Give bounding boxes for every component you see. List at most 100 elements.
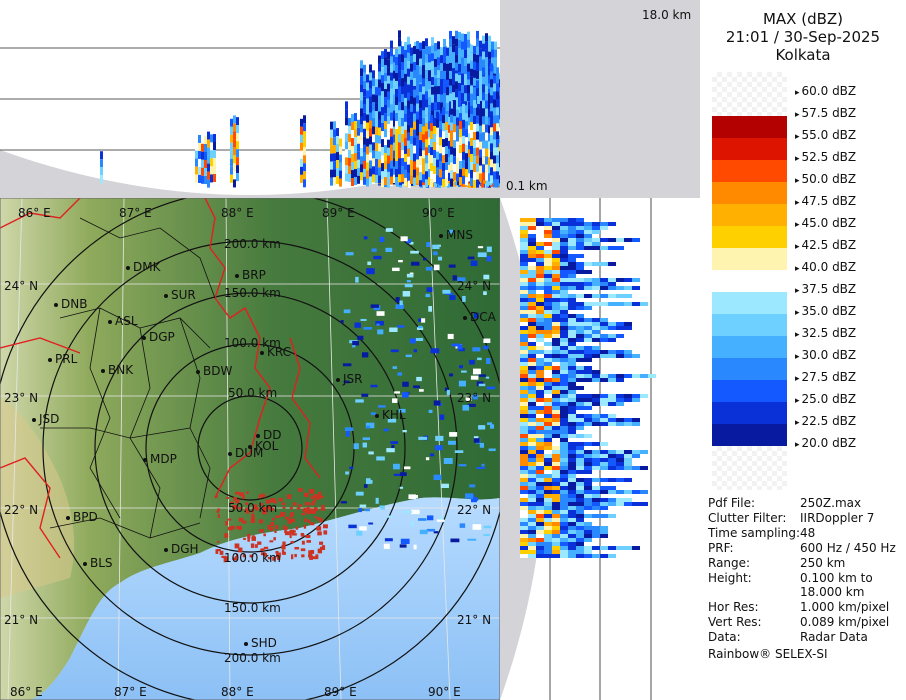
info-value: 250 km bbox=[800, 556, 846, 570]
side-projection-chart bbox=[500, 198, 656, 700]
station-label[interactable]: BLS bbox=[90, 556, 113, 570]
info-key: Hor Res: bbox=[708, 600, 759, 614]
lon-label: 86° E bbox=[18, 206, 51, 220]
station-label[interactable]: ASL bbox=[115, 314, 138, 328]
info-key: Vert Res: bbox=[708, 615, 762, 629]
radar-map[interactable]: 86° E 87° E 88° E 89° E 90° E 86° E 87° … bbox=[0, 198, 500, 700]
station-label[interactable]: BRP bbox=[242, 268, 266, 282]
height-bottom-label: 0.1 km bbox=[506, 179, 548, 193]
legend-label: 27.5 dBZ bbox=[795, 370, 857, 384]
legend-label: 25.0 dBZ bbox=[795, 392, 857, 406]
range-label: 150.0 km bbox=[224, 286, 281, 300]
station-label[interactable]: DGH bbox=[171, 542, 199, 556]
corner-panel: 18.0 km 0.1 km bbox=[500, 0, 700, 198]
station-name: Kolkata bbox=[775, 46, 831, 64]
product-title: MAX (dBZ) bbox=[762, 10, 844, 28]
info-value: 1.000 km/pixel bbox=[800, 600, 890, 614]
legend-label: 47.5 dBZ bbox=[795, 194, 857, 208]
lon-label: 89° E bbox=[322, 206, 355, 220]
station-label[interactable]: SUR bbox=[171, 288, 196, 302]
range-label: 200.0 km bbox=[224, 651, 281, 665]
lat-label: 22° N bbox=[4, 503, 39, 517]
legend-swatch bbox=[712, 402, 787, 424]
lon-label: 87° E bbox=[119, 206, 152, 220]
station-label[interactable]: BNK bbox=[108, 363, 134, 377]
station-label[interactable]: MNS bbox=[446, 228, 473, 242]
lon-label: 90° E bbox=[422, 206, 455, 220]
legend-overflow-swatch bbox=[712, 72, 787, 116]
lon-label: 88° E bbox=[221, 206, 254, 220]
range-label: 50.0 km bbox=[228, 386, 278, 400]
legend-swatch bbox=[712, 204, 787, 226]
lat-label: 21° N bbox=[4, 613, 39, 627]
station-label[interactable]: DCA bbox=[470, 310, 496, 324]
lat-label: 21° N bbox=[457, 613, 492, 627]
footer-brand: Rainbow® SELEX-SI bbox=[708, 647, 828, 661]
top-height-projection bbox=[0, 0, 500, 198]
info-key: Height: bbox=[708, 571, 752, 585]
legend-label: 32.5 dBZ bbox=[795, 326, 857, 340]
station-label[interactable]: MDP bbox=[150, 452, 177, 466]
legend-label: 40.0 dBZ bbox=[795, 260, 857, 274]
station-marker bbox=[108, 320, 112, 324]
station-marker bbox=[164, 548, 168, 552]
legend-swatch bbox=[712, 226, 787, 248]
legend-swatch bbox=[712, 270, 787, 292]
station-marker bbox=[336, 378, 340, 382]
station-label[interactable]: DD bbox=[263, 428, 282, 442]
timestamp: 21:01 / 30-Sep-2025 bbox=[725, 28, 881, 46]
station-label[interactable]: BPD bbox=[73, 510, 98, 524]
station-label[interactable]: DGP bbox=[149, 330, 175, 344]
sundarbans-delta bbox=[215, 488, 328, 563]
legend-label: 55.0 dBZ bbox=[795, 128, 857, 142]
station-marker bbox=[143, 458, 147, 462]
station-marker bbox=[463, 316, 467, 320]
station-marker bbox=[83, 562, 87, 566]
station-label[interactable]: BDW bbox=[203, 364, 233, 378]
legend-swatch bbox=[712, 358, 787, 380]
lat-label: 23° N bbox=[4, 391, 39, 405]
station-marker bbox=[228, 452, 232, 456]
station-marker bbox=[260, 351, 264, 355]
legend-swatch bbox=[712, 248, 787, 270]
lon-label: 87° E bbox=[114, 685, 147, 699]
station-label[interactable]: DMK bbox=[133, 260, 161, 274]
lat-label: 23° N bbox=[457, 391, 492, 405]
station-label[interactable]: SHD bbox=[251, 636, 277, 650]
info-key: Data: bbox=[708, 630, 741, 644]
legend-label: 20.0 dBZ bbox=[795, 436, 857, 450]
station-label[interactable]: KOL bbox=[255, 439, 279, 453]
info-key: PRF: bbox=[708, 541, 734, 555]
station-marker bbox=[48, 358, 52, 362]
lon-label: 90° E bbox=[428, 685, 461, 699]
station-label[interactable]: KHL bbox=[382, 408, 406, 422]
legend-swatch bbox=[712, 314, 787, 336]
station-label[interactable]: KRC bbox=[267, 345, 291, 359]
lat-label: 24° N bbox=[4, 279, 39, 293]
info-value: 600 Hz / 450 Hz bbox=[800, 541, 896, 555]
plateau-shading bbox=[0, 398, 75, 598]
legend-label: 30.0 dBZ bbox=[795, 348, 857, 362]
station-label[interactable]: DUM bbox=[235, 446, 264, 460]
station-marker bbox=[439, 234, 443, 238]
legend-label: 42.5 dBZ bbox=[795, 238, 857, 252]
range-label: 100.0 km bbox=[224, 551, 281, 565]
legend-label: 35.0 dBZ bbox=[795, 304, 857, 318]
station-label[interactable]: JSR bbox=[343, 372, 363, 386]
legend-underflow-swatch bbox=[712, 446, 787, 490]
station-label[interactable]: PRL bbox=[55, 352, 78, 366]
bay-of-bengal bbox=[30, 497, 500, 700]
color-legend bbox=[712, 72, 787, 490]
lon-label: 89° E bbox=[324, 685, 357, 699]
legend-label: 45.0 dBZ bbox=[795, 216, 857, 230]
info-value: IIRDoppler 7 bbox=[800, 511, 875, 525]
legend-swatch bbox=[712, 336, 787, 358]
range-label: 50.0 km bbox=[228, 501, 278, 515]
station-label[interactable]: JSD bbox=[39, 412, 60, 426]
lat-label: 24° N bbox=[457, 279, 492, 293]
map-echoes bbox=[340, 228, 496, 550]
station-label[interactable]: DNB bbox=[61, 297, 88, 311]
top-echo-columns bbox=[100, 30, 500, 188]
top-projection-chart bbox=[0, 30, 500, 198]
side-echo-rows bbox=[520, 218, 656, 558]
